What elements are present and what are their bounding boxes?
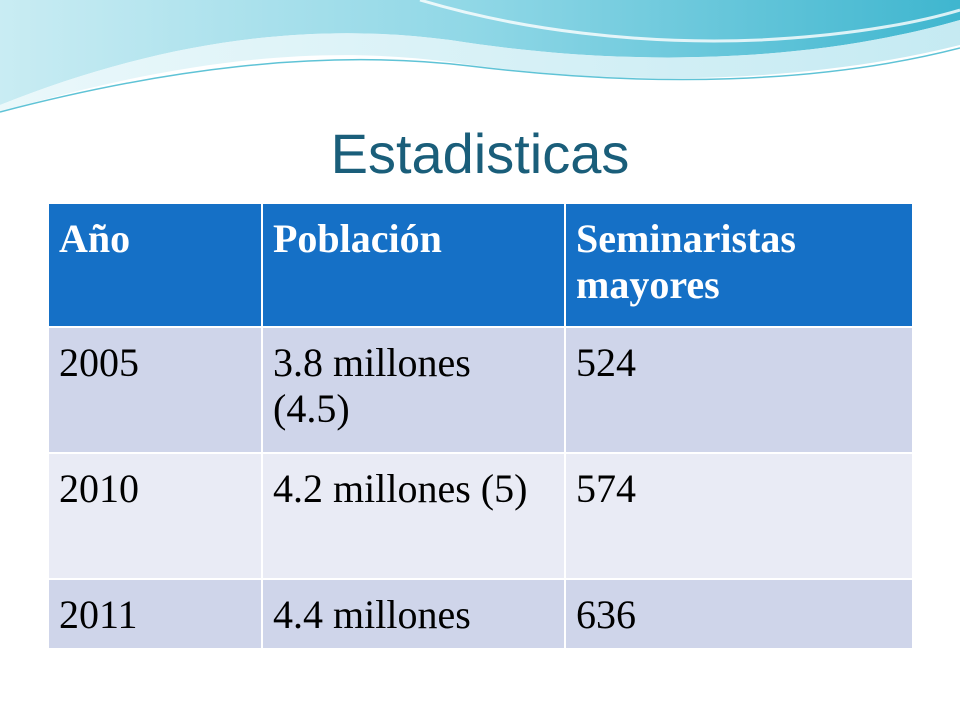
table-row: 2010 4.2 millones (5) 574 — [47, 452, 914, 580]
cell-year: 2010 — [47, 452, 263, 580]
header-seminarians: Seminaristas mayores — [564, 202, 914, 328]
table-row: 2011 4.4 millones 636 — [47, 578, 914, 650]
cell-seminarians: 574 — [564, 452, 914, 580]
header-population: Población — [261, 202, 566, 328]
table-header-row: Año Población Seminaristas mayores — [47, 202, 914, 328]
cell-year: 2005 — [47, 326, 263, 454]
statistics-table: Año Población Seminaristas mayores 2005 … — [47, 202, 914, 650]
header-year: Año — [47, 202, 263, 328]
cell-seminarians: 524 — [564, 326, 914, 454]
cell-population: 3.8 millones (4.5) — [261, 326, 566, 454]
table-row: 2005 3.8 millones (4.5) 524 — [47, 326, 914, 454]
cell-population: 4.2 millones (5) — [261, 452, 566, 580]
cell-year: 2011 — [47, 578, 263, 650]
cell-seminarians: 636 — [564, 578, 914, 650]
slide-title: Estadisticas — [330, 122, 630, 185]
decorative-wave-banner — [0, 0, 960, 113]
cell-population: 4.4 millones — [261, 578, 566, 650]
